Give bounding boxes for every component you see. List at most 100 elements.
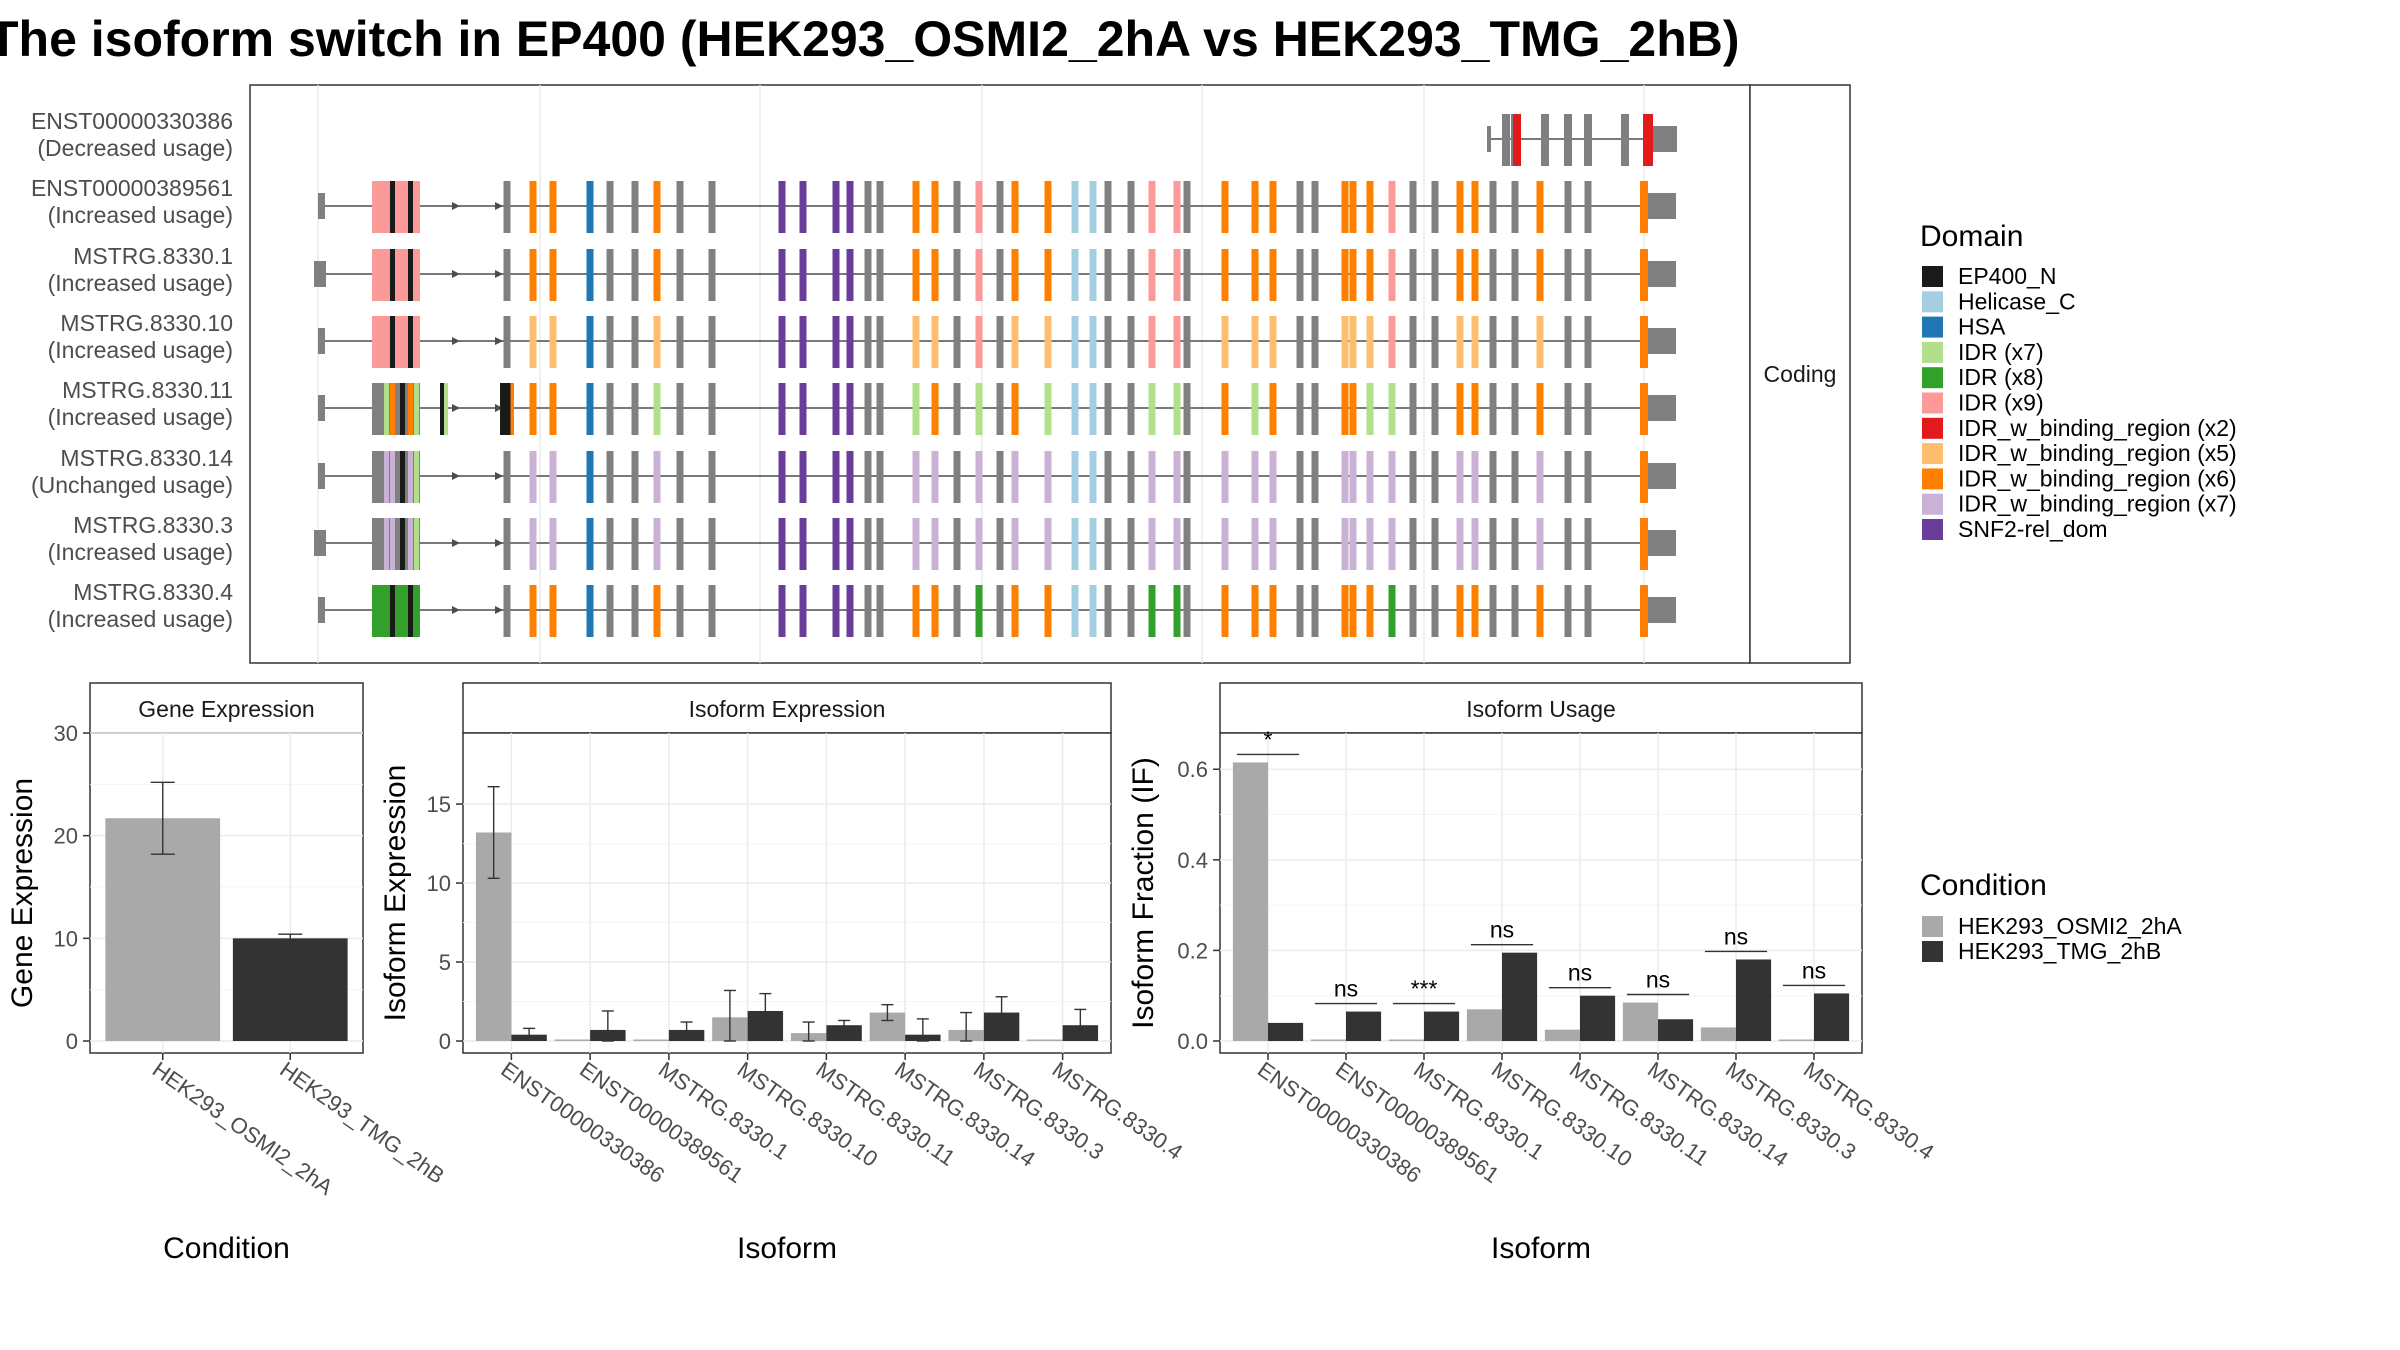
exon-rect — [606, 383, 614, 435]
exon-rect — [503, 249, 511, 301]
exon-rect — [1536, 249, 1544, 301]
y-axis-title: Isoform Expression — [379, 765, 412, 1022]
bar — [633, 1039, 669, 1041]
exon-rect — [1089, 585, 1097, 637]
legend-swatch — [1922, 291, 1943, 313]
exon-rect — [676, 585, 684, 637]
exon-rect — [1341, 383, 1349, 435]
exon-rect — [1366, 181, 1374, 233]
panel-strip-title: Gene Expression — [138, 696, 314, 722]
exon-rect — [549, 249, 557, 301]
exon-rect — [1489, 249, 1497, 301]
exon-rect — [631, 181, 639, 233]
exon-rect — [1221, 249, 1229, 301]
domain-exon-rect — [1640, 518, 1648, 570]
legend-label: EP400_N — [1958, 263, 2056, 289]
exon-rect — [1409, 518, 1417, 570]
exon-rect — [832, 518, 840, 570]
exon-rect — [832, 316, 840, 368]
exon-rect — [1341, 518, 1349, 570]
exon-rect — [676, 181, 684, 233]
exon-rect — [653, 181, 661, 233]
legend-label: HSA — [1958, 314, 2006, 340]
exon-rect — [1148, 451, 1156, 503]
exon-rect — [931, 181, 939, 233]
domain-exon-rect — [1640, 451, 1648, 503]
exon-rect — [1349, 181, 1357, 233]
bar — [1310, 1039, 1346, 1041]
exon-rect — [1183, 316, 1191, 368]
x-axis-title: Isoform — [1491, 1232, 1591, 1265]
exon-rect — [1221, 181, 1229, 233]
exon-rect — [1127, 383, 1135, 435]
exon-rect — [1011, 181, 1019, 233]
domain-exon-rect — [408, 316, 413, 368]
exon-rect — [1269, 316, 1277, 368]
structure-plot-background — [249, 84, 1751, 664]
domain-exon-rect — [414, 585, 419, 637]
exon-rect — [1564, 316, 1572, 368]
exon-rect — [1541, 114, 1549, 166]
y-tick-label: 0 — [66, 1029, 78, 1054]
legend-swatch — [1922, 316, 1943, 338]
exon-rect — [1251, 316, 1259, 368]
exon-rect — [503, 585, 511, 637]
exon-rect — [1148, 316, 1156, 368]
exon-rect — [318, 463, 325, 489]
exon-rect — [1431, 518, 1439, 570]
exon-rect — [931, 518, 939, 570]
exon-rect — [1071, 316, 1079, 368]
exon-rect — [1341, 249, 1349, 301]
exon-rect — [1104, 451, 1112, 503]
exon-rect — [832, 451, 840, 503]
legend-swatch — [1922, 519, 1943, 540]
exon-rect — [1221, 518, 1229, 570]
exon-rect — [1511, 181, 1519, 233]
bar — [1580, 995, 1616, 1041]
exon-rect — [1366, 451, 1374, 503]
exon-rect — [1104, 518, 1112, 570]
exon-rect — [876, 181, 884, 233]
exon-rect — [1431, 451, 1439, 503]
exon-rect — [314, 530, 326, 556]
exon-rect — [1173, 451, 1181, 503]
exon-rect — [1511, 383, 1519, 435]
exon-rect — [631, 518, 639, 570]
exon-rect — [1127, 316, 1135, 368]
isoform-row-label: ENST00000389561 — [31, 175, 233, 201]
domain-exon-rect — [408, 451, 413, 503]
exon-rect — [1564, 585, 1572, 637]
exon-rect — [1173, 249, 1181, 301]
isoform-usage-label: (Unchanged usage) — [31, 472, 233, 498]
exon-rect — [1071, 181, 1079, 233]
legend-label: IDR (x9) — [1958, 390, 2044, 416]
exon-rect — [1183, 451, 1191, 503]
exon-rect — [864, 585, 872, 637]
bar — [1232, 762, 1268, 1041]
exon-rect — [975, 249, 983, 301]
x-tick-label: MSTRG.8330.3 — [1721, 1057, 1861, 1165]
intron-arrow — [452, 606, 460, 614]
legend-label: HEK293_TMG_2hB — [1958, 938, 2161, 964]
exon-rect — [778, 585, 786, 637]
exon-rect — [1269, 451, 1277, 503]
exon-rect — [1471, 585, 1479, 637]
domain-exon-rect — [1640, 316, 1648, 368]
exon-rect — [1011, 249, 1019, 301]
bar — [1778, 1039, 1814, 1041]
exon-rect — [799, 181, 807, 233]
domain-exon-rect — [390, 383, 395, 435]
intron-arrow — [452, 404, 460, 412]
domain-exon-rect — [390, 585, 395, 637]
bar — [826, 1025, 862, 1041]
bar — [1658, 1019, 1694, 1041]
legend-label: IDR_w_binding_region (x2) — [1958, 415, 2237, 441]
exon-rect — [912, 585, 920, 637]
domain-exon-rect — [414, 316, 419, 368]
exon-rect — [1089, 451, 1097, 503]
exon-rect — [676, 249, 684, 301]
exon-rect — [996, 249, 1004, 301]
exon-rect — [529, 451, 537, 503]
x-axis-title: Isoform — [737, 1232, 837, 1265]
